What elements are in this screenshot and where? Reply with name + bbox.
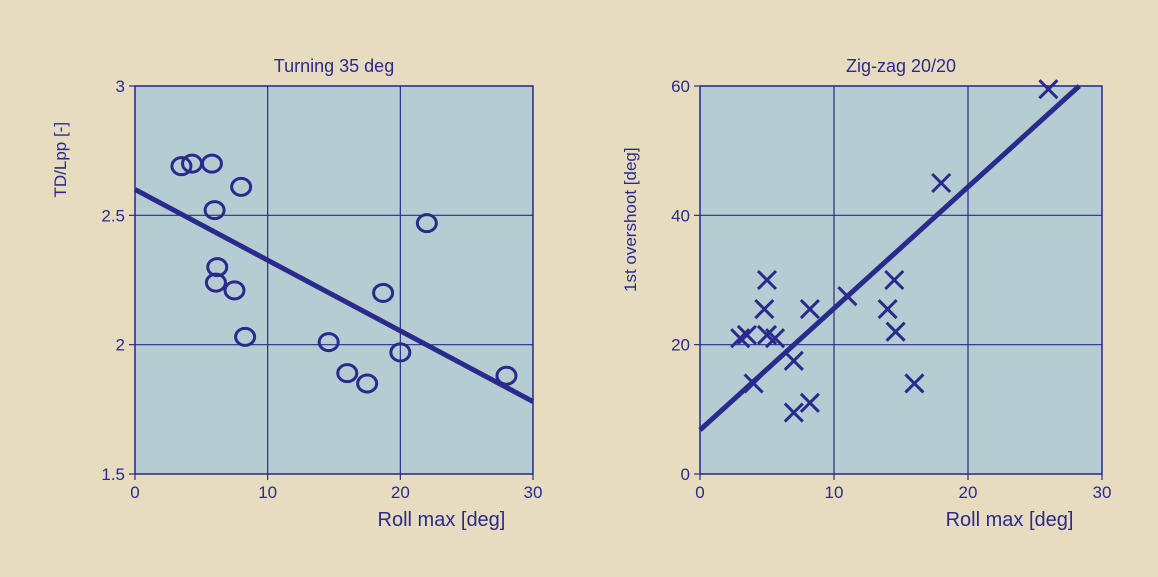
x-axis-label: Roll max [deg] [378, 509, 506, 531]
chart-title: Zig-zag 20/20 [846, 56, 956, 76]
y-axis-label: 1st overshoot [deg] [621, 147, 640, 292]
y-tick-label: 2.5 [101, 206, 125, 225]
data-point-cross [1038, 79, 1059, 100]
y-tick-label: 1.5 [101, 465, 125, 484]
plot-frame [134, 85, 534, 475]
data-point-circle [389, 342, 412, 363]
y-tick-label: 0 [681, 465, 690, 484]
data-point-cross [783, 402, 804, 423]
x-tick-label: 10 [258, 483, 277, 502]
data-point-cross [799, 392, 820, 413]
trend-line [133, 187, 535, 404]
x-axis-label: Roll max [deg] [946, 509, 1074, 531]
plot-frame [699, 85, 1103, 475]
data-point-cross [931, 172, 952, 194]
data-point-cross [764, 328, 786, 349]
data-point-circle [372, 282, 395, 303]
x-tick-label: 20 [959, 483, 978, 502]
data-point-circle [495, 365, 518, 386]
data-point-cross [736, 324, 757, 346]
data-point-cross [904, 373, 925, 394]
x-tick-label: 30 [524, 483, 543, 502]
data-point-cross [783, 350, 804, 371]
data-point-circle [336, 363, 359, 384]
data-point-circle [203, 200, 226, 221]
y-tick-label: 3 [116, 77, 125, 96]
data-point-circle [234, 326, 257, 347]
data-point-circle [170, 156, 193, 177]
x-tick-label: 0 [695, 483, 704, 502]
data-point-circle [230, 176, 253, 197]
chart-2: 0 10 20 30 0 20 40 60 Zig-zag 20/20 Roll max [deg… [621, 56, 1111, 531]
x-tick-label: 10 [825, 483, 844, 502]
data-point-circle [317, 332, 340, 353]
data-point-circle [204, 272, 227, 293]
y-tick-label: 60 [671, 77, 690, 96]
data-point-circle [200, 153, 223, 174]
data-point-circle [415, 213, 438, 234]
data-point-circle [223, 280, 246, 301]
x-tick-label: 20 [391, 483, 410, 502]
data-point-cross [799, 299, 820, 320]
chart-title: Turning 35 deg [274, 56, 394, 76]
x-tick-label: 30 [1093, 483, 1112, 502]
x-tick-label: 0 [130, 483, 139, 502]
data-point-cross [754, 299, 775, 320]
plot-area [135, 86, 533, 474]
plot-area [700, 86, 1102, 474]
data-point-cross [837, 286, 858, 307]
trend-line [698, 84, 1081, 432]
y-tick-label: 40 [671, 206, 690, 225]
data-point-circle [356, 373, 379, 394]
y-tick-label: 2 [116, 336, 125, 355]
data-point-cross [756, 269, 778, 291]
data-point-cross [743, 373, 764, 394]
data-point-cross [884, 269, 905, 291]
y-tick-label: 20 [671, 336, 690, 355]
chart-1: 0 10 20 30 1.5 2 2.5 3 Turning 35 deg Roll max [d… [51, 56, 542, 531]
y-axis-label: TD/Lpp [-] [51, 122, 70, 198]
data-point-cross [877, 299, 898, 320]
data-point-cross [885, 321, 906, 342]
